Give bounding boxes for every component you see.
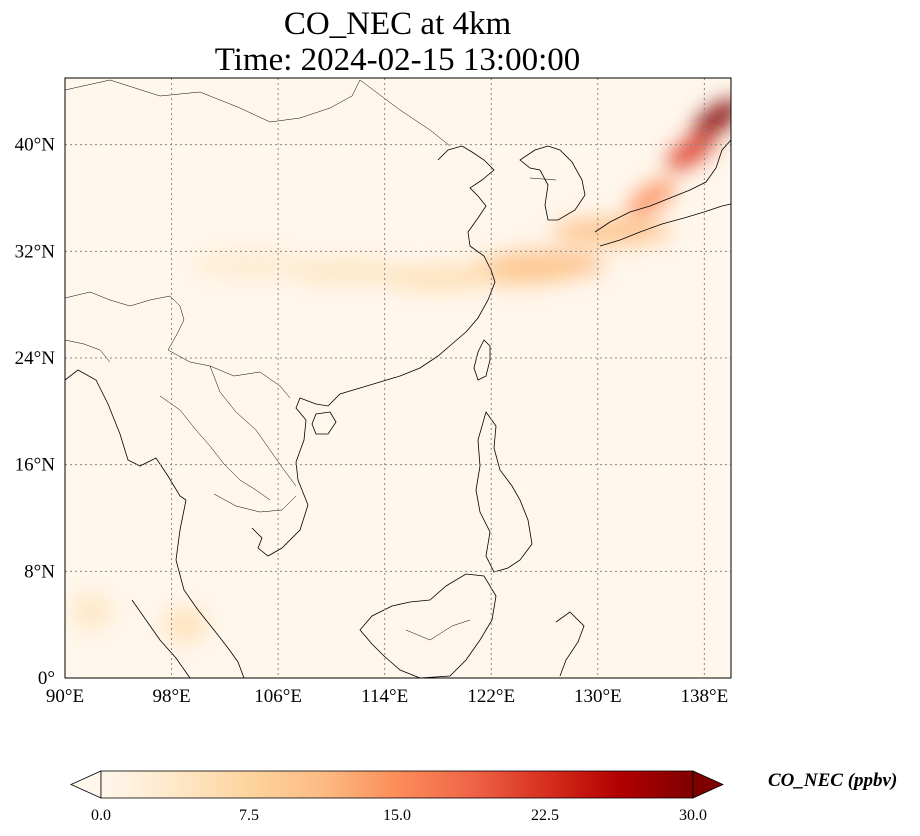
latitude-tick-label: 0° (38, 668, 55, 689)
colorbar-tick-labels: 0.0 7.5 15.0 22.5 30.0 (91, 807, 707, 824)
colorbar: 0.0 7.5 15.0 22.5 30.0 (70, 770, 724, 824)
coastline-taiwan (473, 339, 491, 381)
latitude-tick-label: 8°N (24, 561, 55, 582)
coastlines (65, 139, 731, 678)
longitude-tick-label: 106°E (254, 686, 302, 707)
map-frame (64, 77, 732, 679)
map-plot-area (64, 77, 732, 679)
concentration-plume (377, 264, 498, 292)
longitude-tick-label: 90°E (46, 686, 84, 707)
border-thailand (159, 395, 271, 501)
coastline-east-asia (251, 269, 496, 557)
latitude-tick-labels: 0° 8°N 16°N 24°N 32°N 40°N (15, 135, 56, 689)
longitude-tick-label: 138°E (681, 686, 729, 707)
coastline-sulawesi (555, 611, 585, 677)
colorbar-tick-label: 22.5 (531, 807, 559, 824)
colorbar-tick-label: 0.0 (91, 807, 111, 824)
border-northeast (359, 79, 451, 147)
concentration-plume (667, 132, 715, 171)
latitude-tick-label: 16°N (15, 455, 56, 476)
concentration-plume (627, 179, 676, 217)
latitude-tick-label: 32°N (15, 241, 56, 262)
coastline-philippines (475, 411, 533, 573)
longitude-tick-label: 130°E (574, 686, 622, 707)
concentration-plume (191, 250, 312, 279)
border-yunnan (167, 349, 291, 399)
border-mongolia (65, 79, 361, 123)
coastline-japan (594, 139, 731, 247)
border-korea-dmz (529, 177, 557, 181)
map-gridlines (65, 78, 731, 678)
longitude-tick-labels: 90°E 98°E 106°E 114°E 122°E 130°E 138°E (46, 686, 728, 707)
longitude-tick-label: 122°E (467, 686, 515, 707)
map-subtitle-time: Time: 2024-02-15 13:00:00 (214, 42, 581, 78)
border-himalaya (65, 291, 185, 351)
border-borneo (405, 619, 471, 641)
concentration-field (69, 99, 731, 643)
coastline-myanmar (65, 369, 187, 501)
coastline-borneo (359, 573, 497, 678)
longitude-tick-label: 114°E (361, 686, 408, 707)
concentration-plume (693, 99, 731, 137)
colorbar-tick-label: 30.0 (679, 807, 707, 824)
border-laos-vietnam (209, 365, 297, 487)
coastline-sumatra (131, 599, 191, 678)
border-cambodia (213, 493, 297, 513)
longitude-tick-label: 98°E (152, 686, 190, 707)
country-borders (65, 79, 557, 641)
latitude-tick-label: 24°N (15, 348, 56, 369)
colorbar-tick-label: 15.0 (383, 807, 411, 824)
map-background (65, 78, 731, 678)
concentration-plume (551, 217, 672, 246)
concentration-plume (284, 257, 405, 286)
colorbar-gradient (100, 770, 694, 799)
colorbar-min-extension (70, 770, 102, 799)
colorbar-max-extension (692, 770, 724, 799)
colorbar-label: CO_NEC (ppbv) (768, 770, 898, 791)
map-title: CO_NEC at 4km (283, 6, 512, 42)
latitude-tick-label: 40°N (15, 135, 56, 156)
coastline-north-china (437, 145, 495, 271)
concentration-plume (162, 606, 207, 643)
concentration-plume (69, 593, 114, 630)
coastline-malay-peninsula (175, 499, 245, 678)
coastline-korea (519, 145, 586, 221)
coastline-hainan (311, 411, 337, 435)
border-india (65, 339, 111, 363)
colorbar-tick-label: 7.5 (239, 807, 259, 824)
